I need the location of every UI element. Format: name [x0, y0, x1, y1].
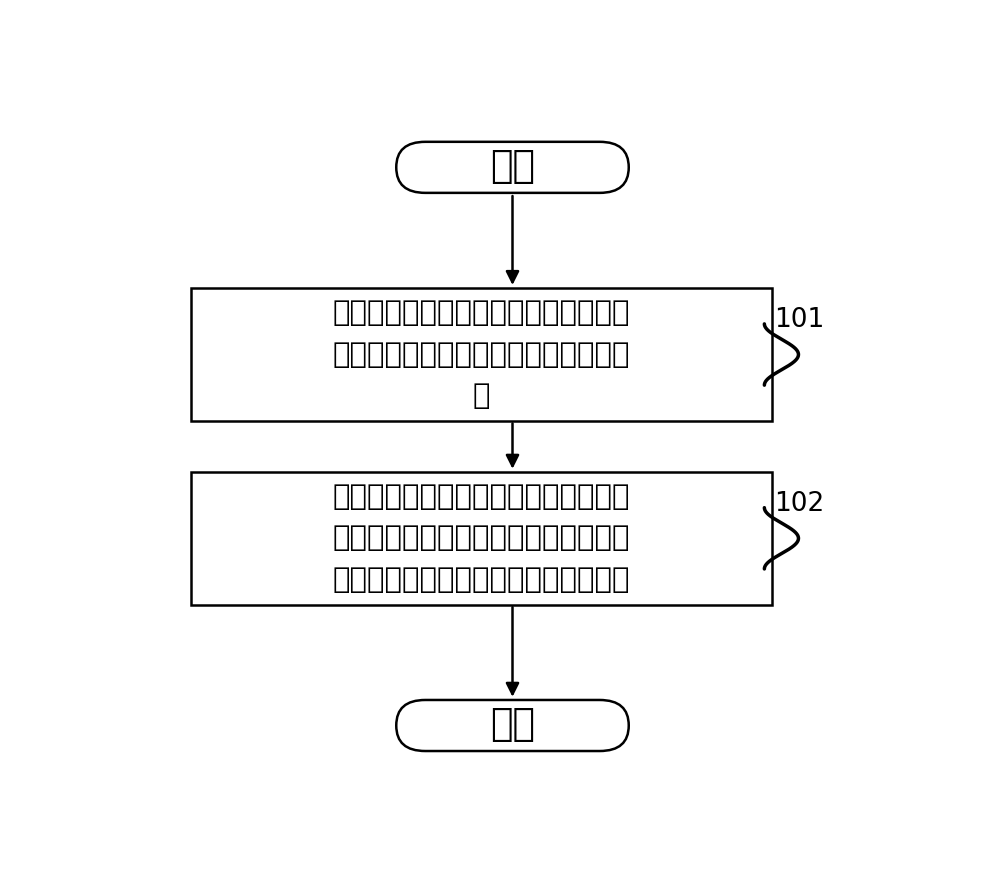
Text: 结束: 结束: [490, 707, 535, 743]
Bar: [191, 288, 772, 421]
Text: 102: 102: [774, 492, 824, 517]
FancyBboxPatch shape: [396, 700, 629, 751]
FancyBboxPatch shape: [396, 141, 629, 193]
Bar: [191, 472, 772, 605]
Text: 获取第一网络节点为终端配置的测量间
隔和第二网络节点为终端配置的测量间
隔: 获取第一网络节点为终端配置的测量间 隔和第二网络节点为终端配置的测量间 隔: [333, 300, 630, 409]
Text: 根据所述第一网络节点为终端配置的测
量间隔和所述第二网络节点为终端配置
的测量间隔，确定终端使用的测量间隔: 根据所述第一网络节点为终端配置的测 量间隔和所述第二网络节点为终端配置 的测量间…: [333, 484, 630, 593]
Text: 101: 101: [774, 308, 824, 333]
Text: 开始: 开始: [490, 149, 535, 186]
